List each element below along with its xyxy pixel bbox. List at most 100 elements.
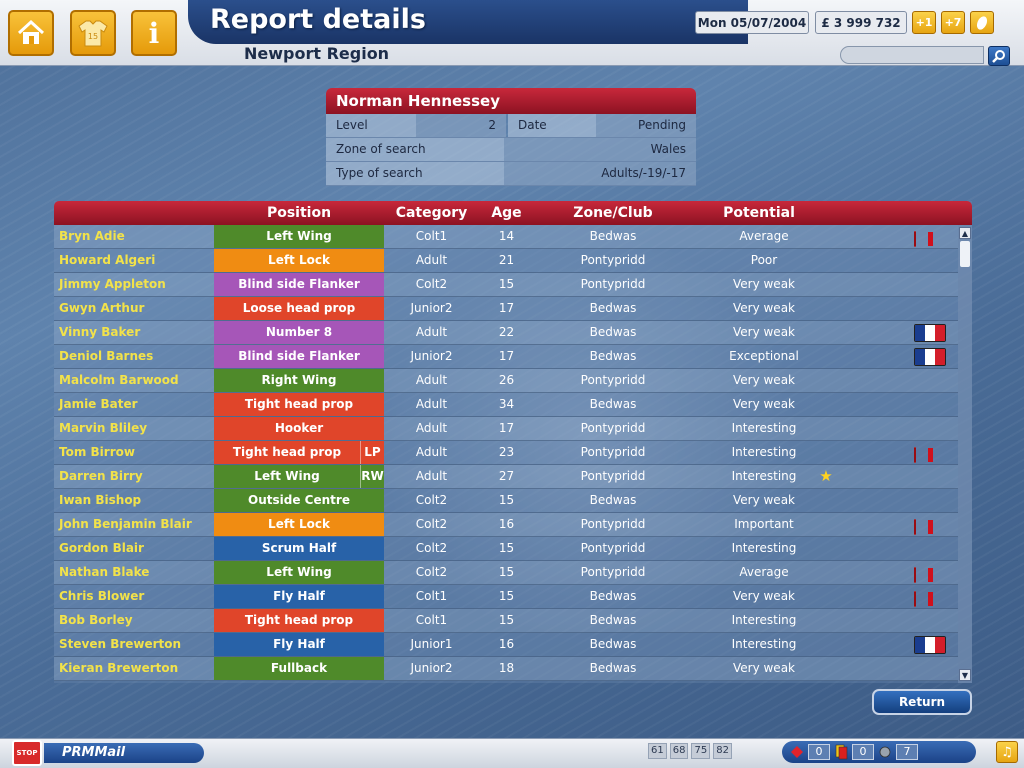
table-row[interactable]: John Benjamin Blair Left Lock Colt2 16 Ponty… (54, 513, 958, 537)
header-age[interactable]: Age (491, 205, 522, 221)
table-row[interactable]: Iwan Bishop Outside Centre Colt2 15 Bedwas Ve… (54, 489, 958, 513)
continue-button[interactable] (970, 11, 994, 34)
search-icon (992, 50, 1005, 63)
potential-cell: Average (739, 565, 789, 579)
header-potential[interactable]: Potential (723, 205, 795, 221)
category-cell: Junior1 (410, 637, 453, 651)
table-row[interactable]: Gwyn Arthur Loose head prop Junior2 17 Bedwa… (54, 297, 958, 321)
table-row[interactable]: Gordon Blair Scrum Half Colt2 15 Pontypridd I… (54, 537, 958, 561)
stat-value: 82 (713, 743, 732, 759)
zone-club-cell: Pontypridd (580, 253, 646, 267)
potential-cell: Very weak (732, 589, 795, 603)
table-row[interactable]: Kieran Brewerton Fullback Junior2 18 Bedwas V… (54, 657, 958, 681)
france-flag-icon (914, 636, 946, 654)
player-name[interactable]: Gordon Blair (59, 541, 144, 555)
player-name[interactable]: Chris Blower (59, 589, 145, 603)
search-button[interactable] (988, 46, 1010, 66)
header-zone-club[interactable]: Zone/Club (573, 205, 653, 221)
table-body: Bryn Adie Left Wing Colt1 14 Bedwas Average Ho… (54, 225, 958, 681)
category-cell: Junior2 (410, 301, 453, 315)
prmmail-button[interactable]: PRMMail (44, 743, 204, 763)
return-button[interactable]: Return (872, 689, 972, 715)
discipline-bar[interactable]: 0 0 7 (782, 741, 976, 763)
scroll-thumb[interactable] (960, 241, 970, 267)
home-button[interactable] (8, 10, 54, 56)
player-name[interactable]: Bryn Adie (59, 229, 125, 243)
scout-report-card: Norman Hennessey Level 2 Date Pending Zo… (326, 88, 696, 186)
potential-cell: Very weak (732, 373, 795, 387)
player-name[interactable]: Marvin Bliley (59, 421, 148, 435)
player-name[interactable]: Vinny Baker (59, 325, 141, 339)
england-flag-icon (914, 591, 916, 607)
header-category[interactable]: Category (395, 205, 468, 221)
type-value: Adults/-19/-17 (504, 162, 696, 185)
player-name[interactable]: Nathan Blake (59, 565, 150, 579)
category-cell: Junior2 (410, 661, 453, 675)
ball-icon (976, 15, 988, 30)
table-row[interactable]: Bob Borley Tight head prop Colt1 15 Bedwas In… (54, 609, 958, 633)
category-cell: Colt1 (415, 613, 448, 627)
card-count: 0 (852, 744, 874, 760)
scroll-up-arrow-icon[interactable]: ▲ (959, 227, 971, 239)
scroll-down-arrow-icon[interactable]: ▼ (959, 669, 971, 681)
game-date: Mon 05/07/2004 (695, 11, 809, 34)
potential-cell: Interesting (731, 469, 797, 483)
table-row[interactable]: Jimmy Appleton Blind side Flanker Colt2 15 P… (54, 273, 958, 297)
potential-cell: Interesting (731, 613, 797, 627)
player-name[interactable]: Malcolm Barwood (59, 373, 179, 387)
scout-name: Norman Hennessey (326, 88, 696, 114)
table-row[interactable]: Jamie Bater Tight head prop Adult 34 Bedwas V… (54, 393, 958, 417)
player-name[interactable]: Deniol Barnes (59, 349, 154, 363)
england-flag-icon (914, 519, 916, 535)
age-cell: 22 (498, 325, 515, 339)
table-row[interactable]: Howard Algeri Left Lock Adult 21 Pontypridd P… (54, 249, 958, 273)
table-row[interactable]: Bryn Adie Left Wing Colt1 14 Bedwas Average (54, 225, 958, 249)
info-button[interactable]: i (131, 10, 177, 56)
table-row[interactable]: Malcolm Barwood Right Wing Adult 26 Pontypri… (54, 369, 958, 393)
player-name[interactable]: Jimmy Appleton (59, 277, 166, 291)
player-name[interactable]: Iwan Bishop (59, 493, 142, 507)
mail-icon[interactable]: STOP (12, 740, 42, 766)
music-button[interactable]: ♫ (996, 741, 1018, 763)
age-cell: 16 (498, 517, 515, 531)
england-flag-icon (914, 567, 916, 583)
player-name[interactable]: Howard Algeri (59, 253, 156, 267)
player-name[interactable]: Steven Brewerton (59, 637, 182, 651)
position-badge: Left Wing (214, 561, 384, 584)
table-row[interactable]: Marvin Bliley Hooker Adult 17 Pontypridd Inte… (54, 417, 958, 441)
table-row[interactable]: Chris Blower Fly Half Colt1 15 Bedwas Very we… (54, 585, 958, 609)
header-position[interactable]: Position (266, 205, 332, 221)
zone-club-cell: Bedwas (589, 589, 637, 603)
table-row[interactable]: Vinny Baker Number 8 Adult 22 Bedwas Very wea… (54, 321, 958, 345)
position-badge: Tight head prop (214, 609, 384, 632)
table-scrollbar[interactable]: ▲ ▼ (958, 225, 972, 683)
search-input[interactable] (840, 46, 984, 64)
table-row[interactable]: Deniol Barnes Blind side Flanker Junior2 17… (54, 345, 958, 369)
club-balance: £ 3 999 732 (815, 11, 907, 34)
player-name[interactable]: Darren Birry (59, 469, 143, 483)
table-row[interactable]: Steven Brewerton Fly Half Junior1 16 Bedwas I… (54, 633, 958, 657)
zone-club-cell: Bedwas (589, 637, 637, 651)
player-name[interactable]: Kieran Brewerton (59, 661, 179, 675)
potential-cell: Very weak (732, 397, 795, 411)
age-cell: 23 (498, 445, 515, 459)
table-row[interactable]: Tom Birrow Tight head prop LP Adult 23 Pontyp… (54, 441, 958, 465)
player-name[interactable]: Tom Birrow (59, 445, 135, 459)
player-name[interactable]: Jamie Bater (59, 397, 138, 411)
player-name[interactable]: Bob Borley (59, 613, 133, 627)
table-row[interactable]: Nathan Blake Left Wing Colt2 15 Pontypridd Av… (54, 561, 958, 585)
advance-1-day-button[interactable]: +1 (912, 11, 936, 34)
table-header: Position Category Age Zone/Club Potentia… (54, 201, 972, 225)
player-name[interactable]: John Benjamin Blair (59, 517, 192, 531)
age-cell: 15 (498, 613, 515, 627)
advance-7-days-button[interactable]: +7 (941, 11, 965, 34)
zone-club-cell: Bedwas (589, 325, 637, 339)
england-flag-icon (914, 447, 916, 463)
potential-cell: Interesting (731, 421, 797, 435)
player-name[interactable]: Gwyn Arthur (59, 301, 145, 315)
stat-value: 61 (648, 743, 667, 759)
category-cell: Adult (415, 421, 448, 435)
france-flag-icon (914, 348, 946, 366)
squad-button[interactable]: 15 (70, 10, 116, 56)
table-row[interactable]: Darren Birry Left Wing RW Adult 27 Pontypridd… (54, 465, 958, 489)
